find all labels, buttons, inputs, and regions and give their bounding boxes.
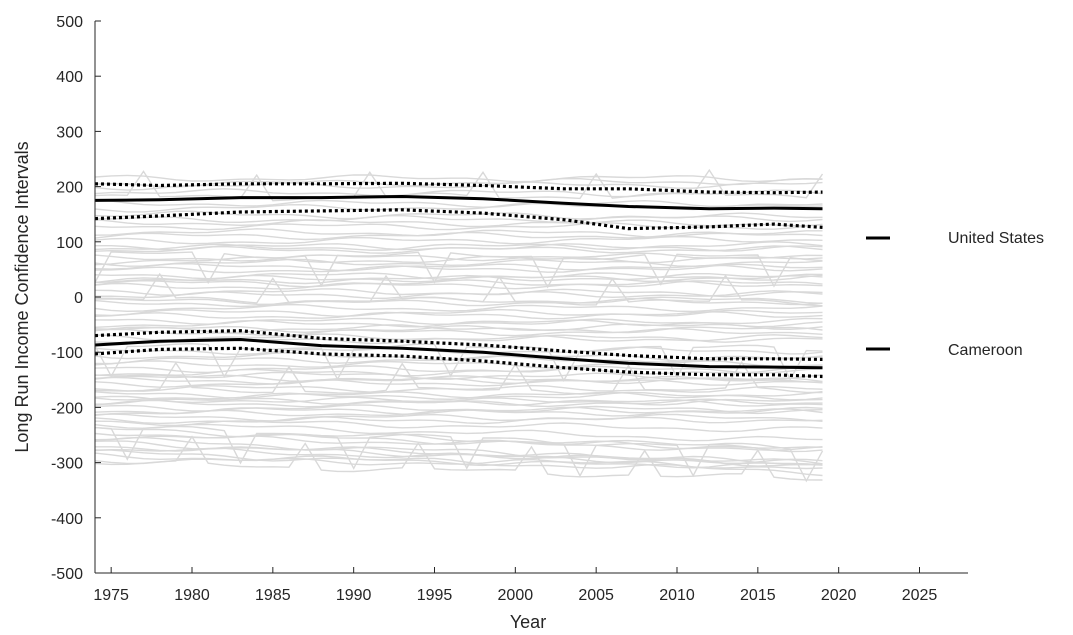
background-series-line — [94, 395, 823, 407]
y-axis-label: Long Run Income Confidence Intervals — [12, 141, 32, 452]
background-series-line — [94, 290, 823, 300]
y-tick-label: 0 — [74, 290, 83, 307]
background-series-line — [94, 317, 823, 328]
legend-label-cameroon: Cameroon — [948, 342, 1023, 359]
background-series-line — [94, 280, 823, 290]
background-series-line — [94, 303, 823, 313]
background-series-line — [94, 199, 823, 209]
background-series-line — [94, 188, 823, 198]
background-series-line — [94, 273, 823, 285]
background-series-line — [94, 235, 823, 245]
background-series-line — [94, 426, 823, 453]
y-tick-label: -200 — [51, 400, 83, 417]
background-series-line — [94, 168, 824, 202]
background-series-line — [94, 435, 823, 451]
x-tick-label: 2025 — [902, 587, 938, 604]
x-tick-label: 1975 — [93, 587, 129, 604]
background-series-line — [94, 327, 823, 337]
background-series-line — [94, 264, 823, 274]
background-series-line — [94, 371, 823, 381]
background-series-line — [94, 218, 823, 228]
x-tick-label: 1980 — [174, 587, 210, 604]
cameroon-upper-ci-line — [94, 329, 823, 361]
background-series-line — [94, 420, 823, 433]
background-series-line — [94, 334, 823, 345]
background-series-line — [94, 447, 823, 465]
highlighted-series-group — [94, 181, 823, 379]
united-states-lower-ci-line — [94, 208, 823, 231]
background-series-line — [94, 423, 823, 442]
y-tick-label: -300 — [51, 456, 83, 473]
background-series-line — [94, 174, 823, 183]
background-series-line — [94, 351, 823, 362]
background-series-line — [94, 296, 823, 305]
background-series-line — [94, 324, 823, 334]
axes-group — [94, 21, 968, 574]
legend: United States Cameroon — [866, 230, 1044, 359]
background-series-line — [94, 231, 823, 241]
x-tick-label: 2020 — [821, 587, 857, 604]
y-tick-label: 400 — [56, 69, 83, 86]
background-series-line — [94, 457, 823, 469]
background-series-group — [94, 168, 824, 483]
background-series-line — [94, 254, 823, 266]
x-axis-label: Year — [510, 612, 546, 632]
background-series-line — [94, 214, 823, 224]
legend-label-united-states: United States — [948, 230, 1044, 247]
cameroon-lower-ci-line — [94, 346, 823, 379]
y-tick-label: -400 — [51, 511, 83, 528]
background-series-line — [94, 346, 823, 356]
background-series-line — [94, 360, 823, 395]
background-series-line — [94, 436, 823, 466]
background-series-line — [94, 413, 823, 422]
background-series-line — [94, 241, 823, 251]
background-series-line — [94, 311, 823, 320]
y-tick-label: -500 — [51, 566, 83, 583]
x-tick-label: 2010 — [659, 587, 695, 604]
background-series-line — [94, 360, 823, 369]
x-tick-label: 2015 — [740, 587, 776, 604]
y-tick-label: -100 — [51, 345, 83, 362]
background-series-line — [94, 408, 823, 417]
background-series-line — [94, 308, 823, 318]
x-tick-label: 1990 — [336, 587, 372, 604]
y-tick-label: 100 — [56, 235, 83, 252]
x-tick-label: 2000 — [498, 587, 534, 604]
background-series-line — [94, 262, 823, 272]
united-states-estimate-line — [94, 194, 823, 211]
background-series-line — [94, 435, 823, 481]
x-tick-label: 2005 — [578, 587, 614, 604]
y-tick-label: 500 — [56, 14, 83, 31]
cameroon-estimate-line — [94, 337, 823, 370]
background-series-line — [94, 391, 823, 401]
background-series-line — [94, 297, 823, 308]
x-tick-label: 1995 — [417, 587, 453, 604]
background-series-line — [94, 251, 823, 289]
x-tick-label: 1985 — [255, 587, 291, 604]
x-ticks-group: 1975 1980 1985 1990 1995 2000 2005 2010 2015 2020… — [93, 567, 937, 604]
background-series-line — [94, 279, 823, 288]
y-tick-label: 300 — [56, 124, 83, 141]
y-tick-label: 200 — [56, 180, 83, 197]
y-ticks-group: -500 -400 -300 -200 -100 0 100 200 300 400 500 — [51, 14, 101, 583]
background-series-line — [94, 390, 823, 401]
united-states-upper-ci-line — [94, 181, 823, 195]
background-series-line — [94, 379, 823, 388]
background-series-line — [94, 342, 823, 382]
background-series-line — [94, 245, 823, 254]
background-series-line — [94, 273, 823, 284]
background-series-line — [94, 366, 823, 377]
